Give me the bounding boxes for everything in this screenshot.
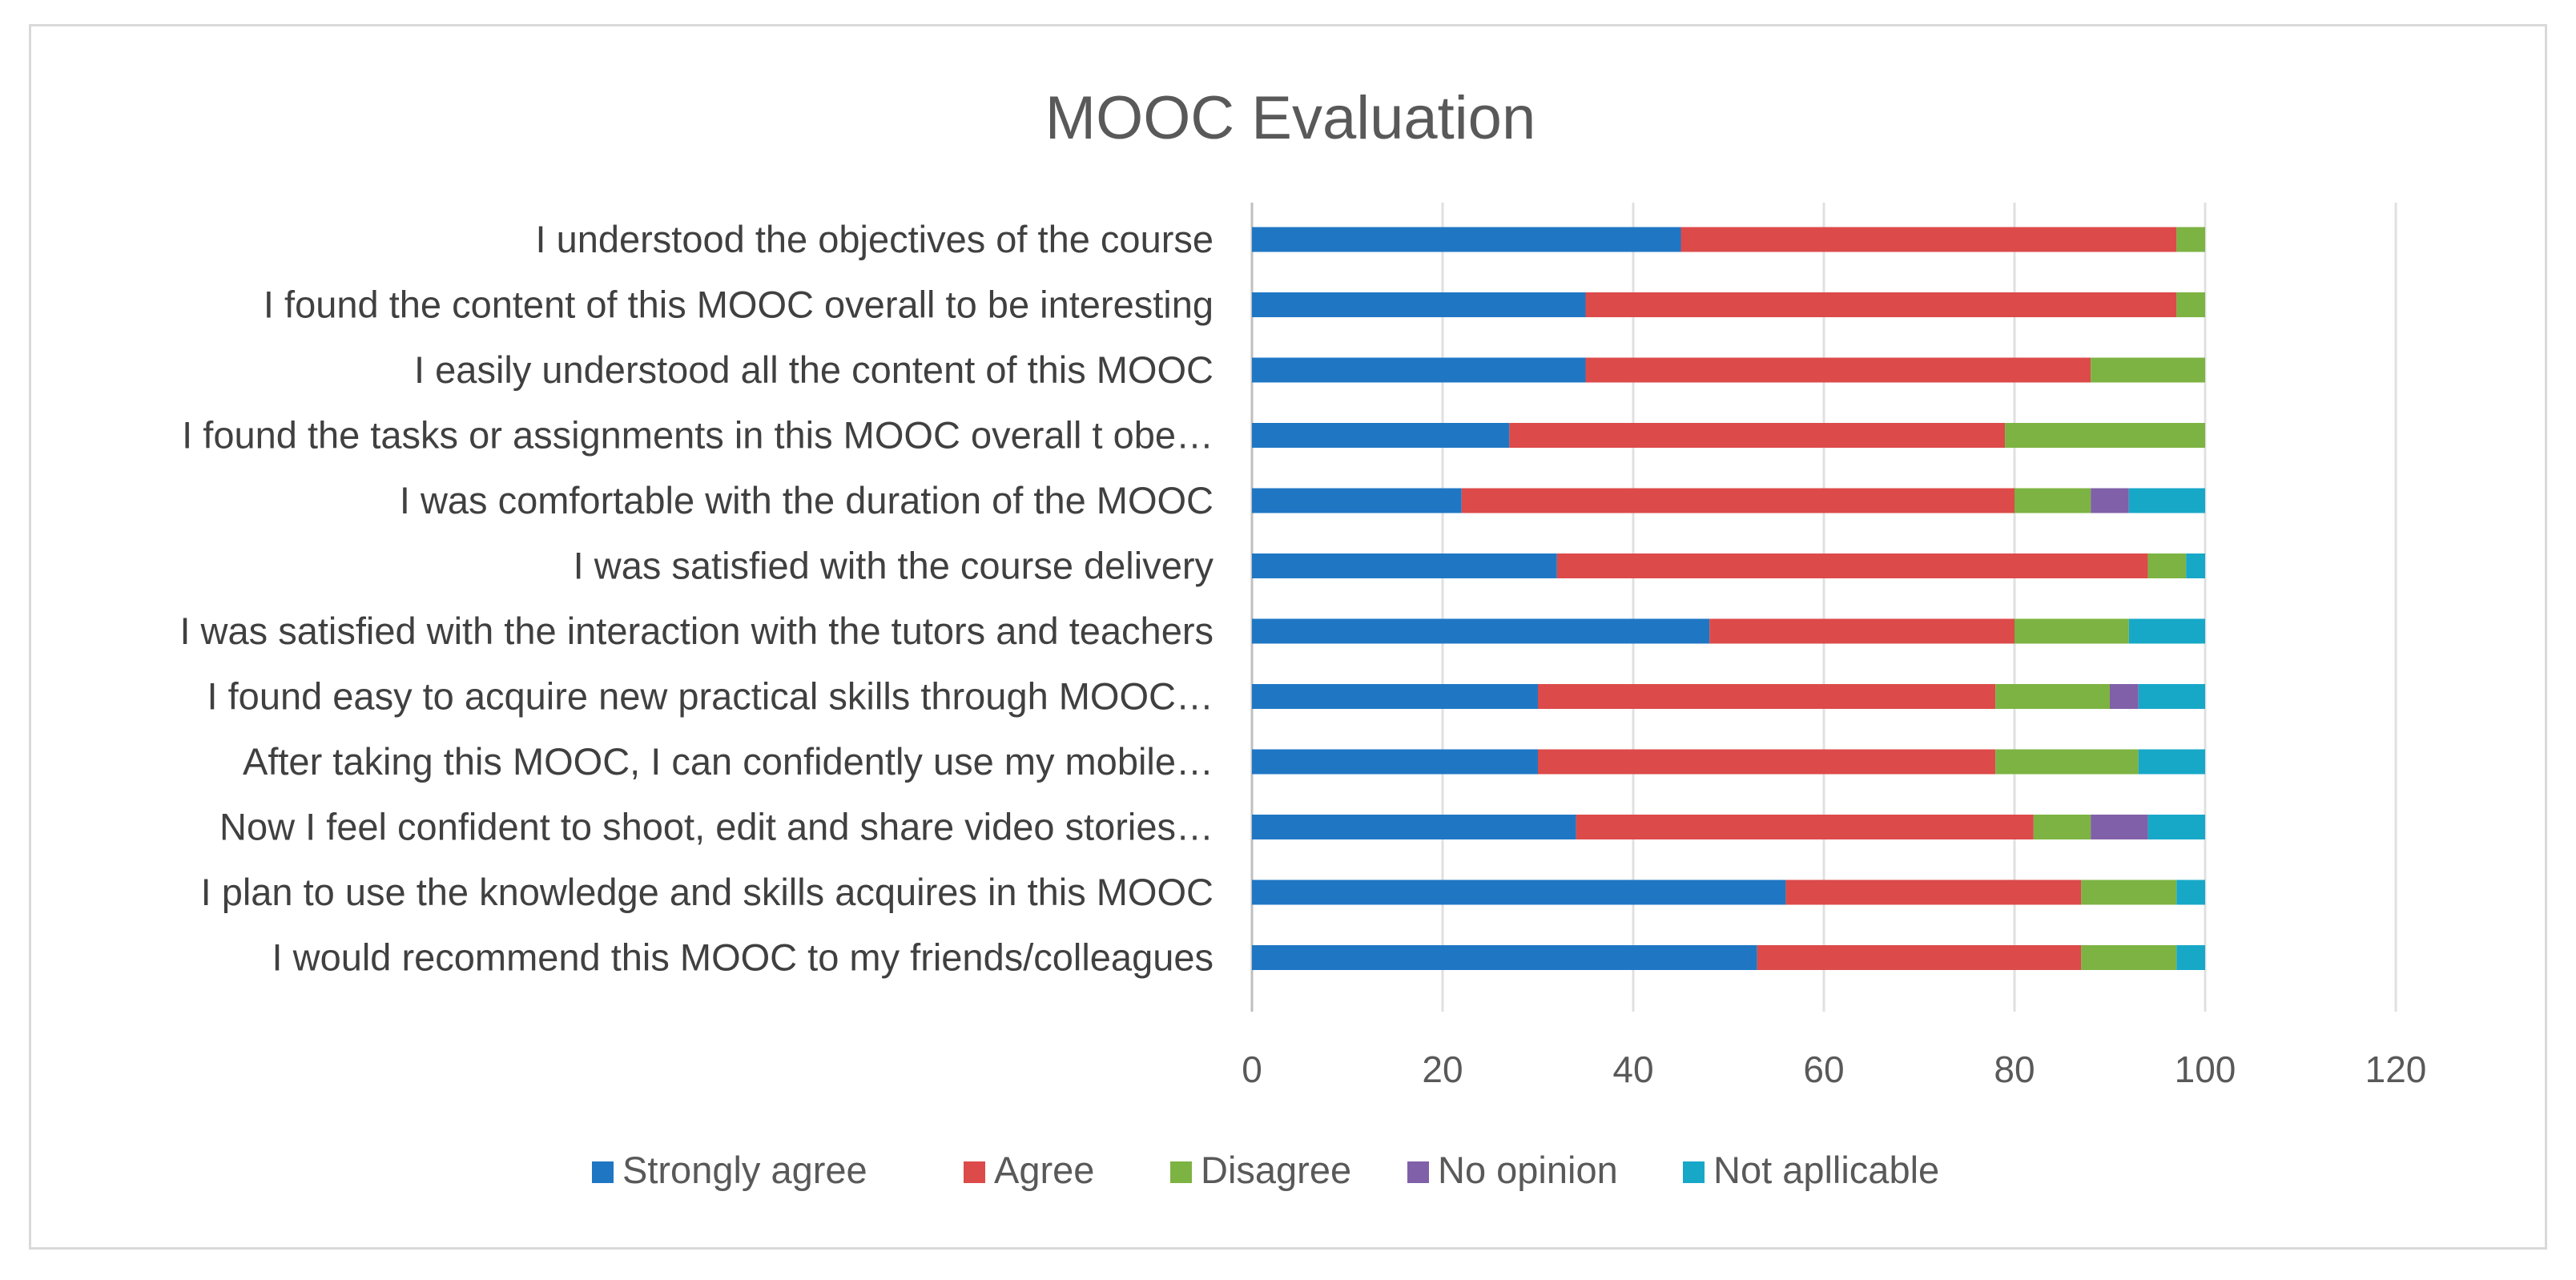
legend-swatch-strongly-agree [592,1161,614,1183]
bar-disagree-11 [2081,879,2177,905]
bar-not-apllicable-8 [2138,684,2205,709]
bar-disagree-4 [2005,423,2205,448]
x-tick-label-120: 120 [2365,1049,2427,1090]
legend-swatch-agree [964,1161,985,1183]
category-label-1: I understood the objectives of the cours… [535,218,1214,260]
bar-series [1252,227,2205,970]
x-tick-label-20: 20 [1422,1049,1463,1090]
bar-strongly-agree-9 [1252,749,1538,775]
bar-agree-8 [1538,684,1996,709]
bar-no-opinion-5 [2091,488,2129,513]
bar-disagree-2 [2176,292,2205,317]
bar-not-apllicable-7 [2128,618,2205,644]
category-label-6: I was satisfied with the course delivery [574,545,1214,587]
bar-disagree-5 [2015,488,2091,513]
bar-agree-6 [1556,553,2148,578]
gridlines [1250,203,2397,1012]
bar-agree-7 [1709,618,2015,644]
bar-agree-10 [1576,815,2034,839]
x-tick-label-60: 60 [1803,1049,1844,1090]
bar-strongly-agree-4 [1252,423,1510,448]
bar-not-apllicable-11 [2176,879,2205,905]
x-tick-label-40: 40 [1612,1049,1653,1090]
x-tick-label-100: 100 [2175,1049,2236,1090]
bar-not-apllicable-6 [2186,553,2205,578]
bar-strongly-agree-1 [1252,227,1681,252]
bar-strongly-agree-8 [1252,684,1538,709]
bar-not-apllicable-9 [2138,749,2205,775]
bar-disagree-10 [2033,815,2091,839]
legend-swatch-disagree [1170,1161,1192,1183]
bar-strongly-agree-12 [1252,945,1757,970]
category-label-12: I would recommend this MOOC to my friend… [272,936,1214,979]
bar-disagree-6 [2147,553,2187,578]
bar-agree-11 [1785,879,2082,905]
category-label-10: Now I feel confident to shoot, edit and … [219,806,1214,848]
legend-label-strongly-agree: Strongly agree [622,1149,867,1191]
category-label-9: After taking this MOOC, I can confidentl… [243,740,1214,783]
bar-no-opinion-10 [2091,815,2148,839]
bar-strongly-agree-5 [1252,488,1462,513]
bar-agree-1 [1680,227,2177,252]
bar-disagree-7 [2015,618,2129,644]
bar-strongly-agree-6 [1252,553,1557,578]
category-label-2: I found the content of this MOOC overall… [264,284,1214,326]
x-tick-label-80: 80 [1994,1049,2035,1090]
legend-swatch-not-apllicable [1683,1161,1705,1183]
bar-agree-12 [1757,945,2082,970]
bar-agree-4 [1509,423,2006,448]
bar-strongly-agree-10 [1252,815,1576,839]
legend-swatch-no-opinion [1407,1161,1429,1183]
chart-area: MOOC Evaluation I understood the objecti… [179,84,2426,1191]
bar-strongly-agree-7 [1252,618,1710,644]
bar-strongly-agree-11 [1252,879,1786,905]
bar-disagree-9 [1995,749,2139,775]
bar-strongly-agree-2 [1252,292,1586,317]
x-tick-label-0: 0 [1242,1049,1262,1090]
bar-strongly-agree-3 [1252,357,1586,383]
chart-frame: MOOC Evaluation I understood the objecti… [29,24,2547,1250]
bar-not-apllicable-10 [2147,815,2205,839]
category-label-3: I easily understood all the content of t… [414,348,1214,391]
category-label-11: I plan to use the knowledge and skills a… [201,871,1214,913]
category-label-5: I was comfortable with the duration of t… [400,479,1214,521]
bar-agree-3 [1585,357,2091,383]
category-label-8: I found easy to acquire new practical sk… [207,675,1214,718]
category-label-4: I found the tasks or assignments in this… [182,414,1214,457]
bar-agree-9 [1538,749,1996,775]
bar-not-apllicable-5 [2128,488,2205,513]
bar-disagree-8 [1995,684,2110,709]
x-axis-ticks: 0 20 40 60 80 100 120 [1242,1049,2426,1090]
legend-label-not-apllicable: Not apllicable [1713,1149,1939,1191]
legend: Strongly agree Agree Disagree No opinion Not… [592,1149,1939,1191]
bar-agree-2 [1585,292,2177,317]
chart-title: MOOC Evaluation [1045,84,1536,152]
category-label-7: I was satisfied with the interaction wit… [179,610,1214,652]
bar-disagree-12 [2081,945,2177,970]
bar-agree-5 [1461,488,2015,513]
bar-no-opinion-8 [2110,684,2139,709]
bar-disagree-1 [2176,227,2205,252]
bar-not-apllicable-12 [2176,945,2205,970]
bar-disagree-3 [2091,357,2205,383]
legend-label-agree: Agree [994,1149,1094,1191]
legend-label-disagree: Disagree [1201,1149,1351,1191]
legend-label-no-opinion: No opinion [1438,1149,1618,1191]
category-labels: I understood the objectives of the cours… [179,218,1214,979]
